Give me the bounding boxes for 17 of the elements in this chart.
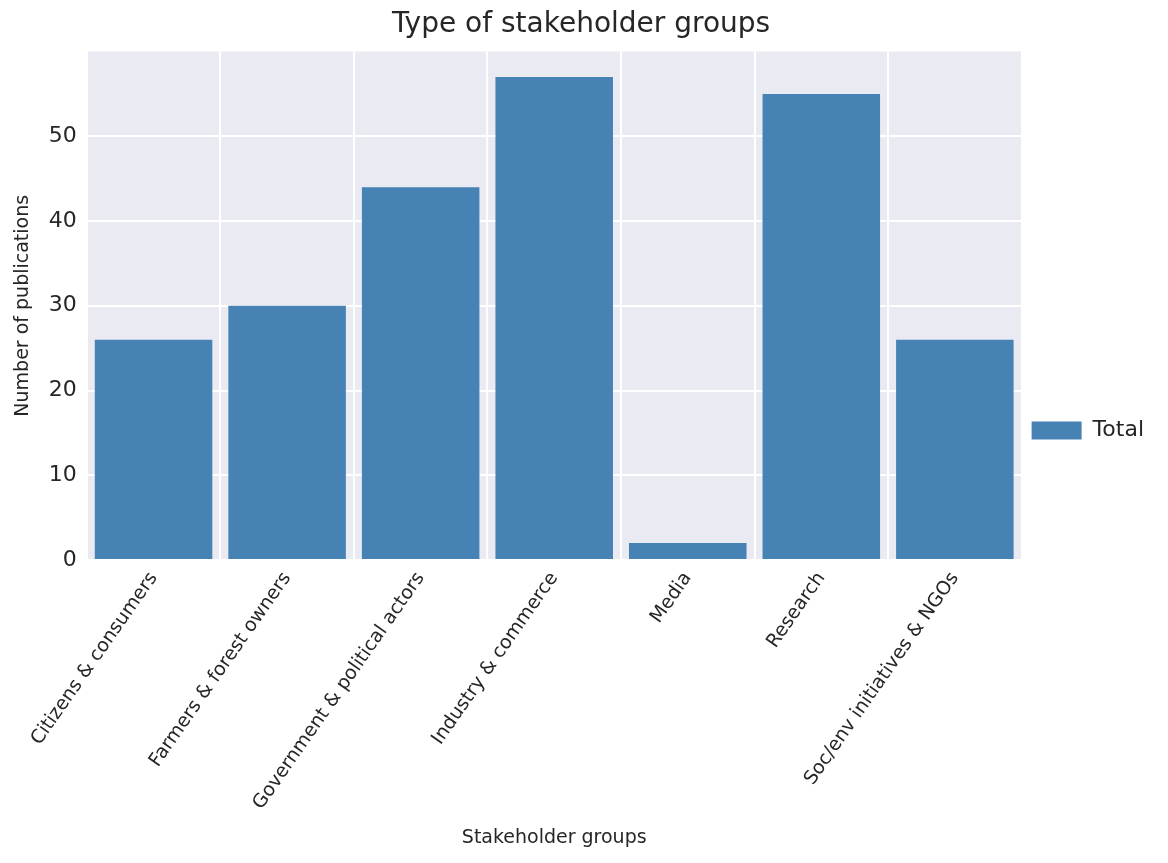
bar: [896, 339, 1014, 559]
bar: [628, 543, 747, 559]
y-tick-label: 20: [48, 376, 77, 402]
bar: [762, 93, 881, 559]
bar: [495, 77, 613, 559]
y-tick-label: 40: [48, 206, 77, 232]
legend-label: Total: [1091, 416, 1145, 442]
y-tick-label: 50: [48, 122, 77, 148]
bar: [361, 187, 480, 559]
chart-title: Type of stakeholder groups: [390, 6, 771, 40]
bar: [94, 339, 213, 559]
y-tick-label: 0: [62, 545, 77, 571]
y-tick-label: 10: [48, 460, 77, 486]
x-axis-title: Stakeholder groups: [461, 824, 647, 847]
y-tick-label: 30: [48, 291, 77, 317]
y-axis-title: Number of publications: [10, 194, 33, 417]
bar: [228, 305, 346, 559]
